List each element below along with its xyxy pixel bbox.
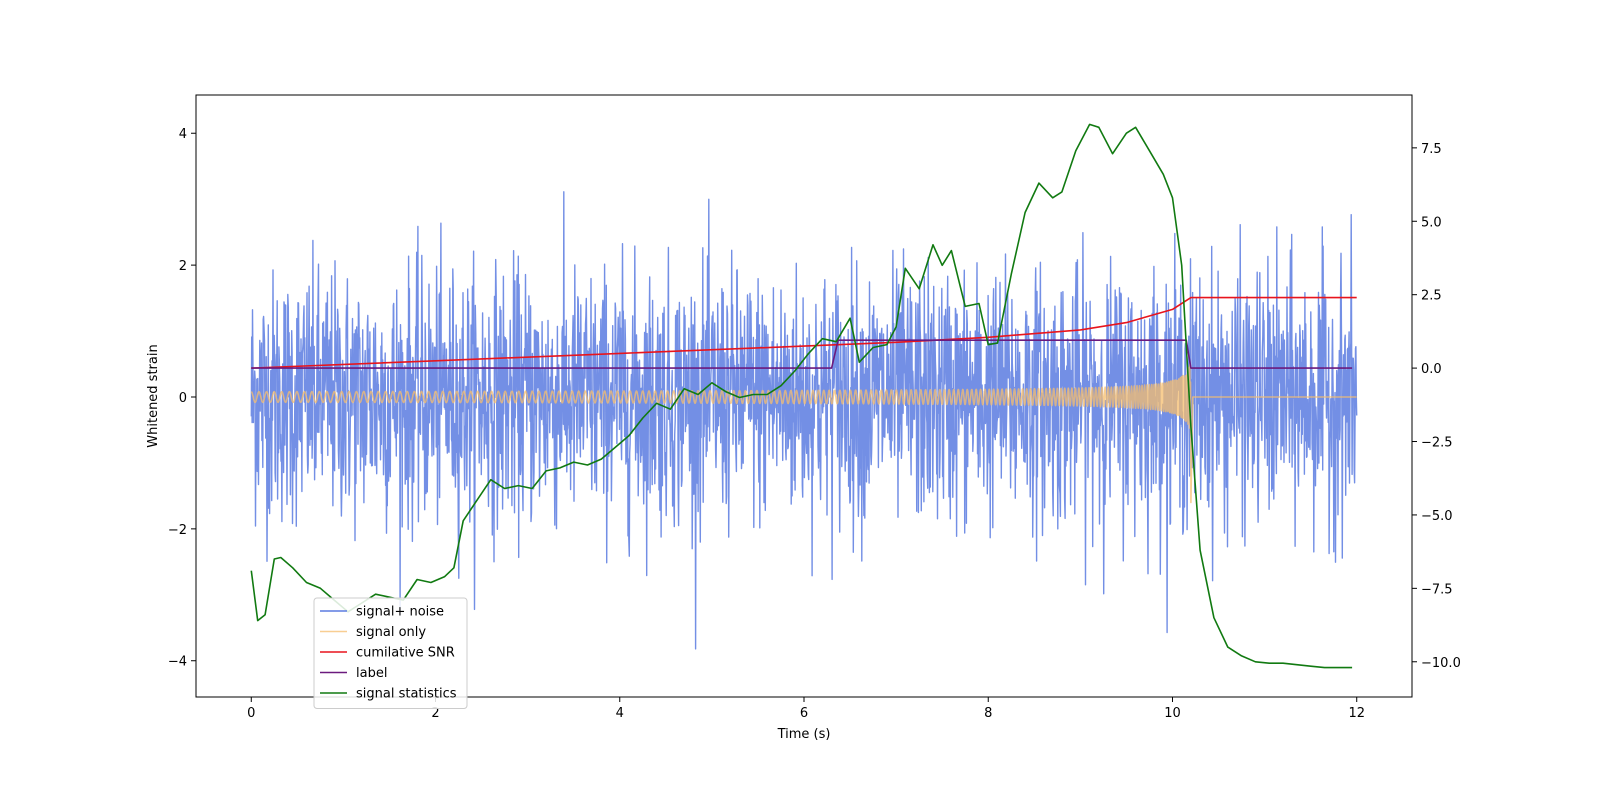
series-line-label bbox=[251, 339, 1353, 369]
legend-label-label: label bbox=[356, 666, 387, 681]
x-axis-label: Time (s) bbox=[777, 727, 831, 742]
y2-tick-label: 7.5 bbox=[1421, 142, 1442, 157]
y-axis-label: Whitened strain bbox=[146, 344, 161, 447]
x-tick-label: 10 bbox=[1164, 706, 1181, 721]
y2-tick-label: −7.5 bbox=[1421, 582, 1453, 597]
y-tick-label: −4 bbox=[168, 655, 187, 670]
y2-tick-label: −10.0 bbox=[1421, 656, 1461, 671]
legend: signal+ noise signal only cumilative SNR la… bbox=[313, 597, 468, 709]
y-tick-label: 0 bbox=[179, 391, 187, 406]
y-tick-label: 2 bbox=[179, 259, 187, 274]
y-axis-right: −10.0 −7.5 −5.0 −2.5 0.0 2.5 5.0 7.5 bbox=[1412, 142, 1461, 671]
y2-tick-label: −5.0 bbox=[1421, 509, 1453, 524]
plot-area bbox=[250, 123, 1358, 669]
series-line-signal-only bbox=[250, 363, 1357, 504]
legend-label-signal-statistics: signal statistics bbox=[356, 687, 457, 702]
series-line-cumilative-snr bbox=[251, 296, 1357, 369]
legend-label-signal-noise: signal+ noise bbox=[356, 605, 444, 620]
y-tick-label: 4 bbox=[179, 127, 187, 142]
y-tick-label: −2 bbox=[168, 523, 187, 538]
x-tick-label: 8 bbox=[984, 706, 992, 721]
x-tick-label: 2 bbox=[431, 706, 439, 721]
y-axis-left: −4 −2 0 2 4 bbox=[168, 127, 196, 670]
y2-tick-label: 2.5 bbox=[1421, 289, 1442, 304]
series-line-signal-noise bbox=[250, 191, 1358, 650]
x-tick-label: 0 bbox=[247, 706, 255, 721]
y2-tick-label: −2.5 bbox=[1421, 436, 1453, 451]
y2-tick-label: 5.0 bbox=[1421, 215, 1442, 230]
x-tick-label: 12 bbox=[1348, 706, 1365, 721]
y2-tick-label: 0.0 bbox=[1421, 362, 1442, 377]
x-tick-label: 6 bbox=[800, 706, 808, 721]
legend-label-signal-only: signal only bbox=[356, 625, 426, 640]
legend-label-cumilative-snr: cumilative SNR bbox=[356, 646, 455, 661]
x-tick-label: 4 bbox=[616, 706, 624, 721]
legend-box bbox=[313, 597, 468, 709]
series-line-signal-statistics bbox=[250, 123, 1353, 669]
